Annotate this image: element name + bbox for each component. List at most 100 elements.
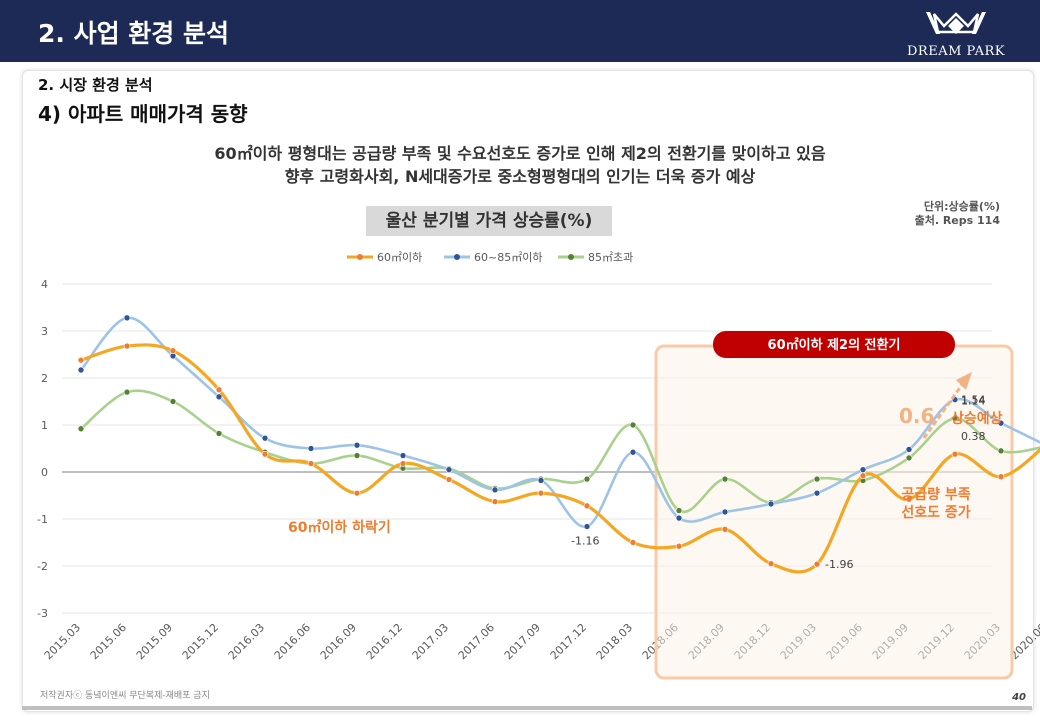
data-label: -1.16 [571,535,599,548]
footer-rule [22,706,1032,710]
data-point-0 [675,542,683,550]
data-point-0 [629,539,637,546]
data-point-1 [77,366,85,374]
data-point-0 [215,386,223,394]
data-point-1 [721,508,729,516]
data-point-0 [721,526,729,533]
y-tick-label: 1 [41,419,48,432]
data-point-1 [675,514,683,522]
data-label: 1.14 [961,394,986,407]
turnaround-badge [713,331,955,358]
data-point-1 [353,441,361,449]
source-note: 단위:상승률(%) 출처. Reps 114 [915,200,1000,228]
forecast-arrowhead [956,372,972,390]
data-point-1 [261,434,269,442]
data-point-2 [215,430,223,437]
section-title: 2. 시장 환경 분석 [38,76,153,94]
data-point-1 [629,448,637,456]
legend-label: 60~85㎡이하 [474,250,542,264]
data-point-1 [997,419,1005,427]
data-point-0 [353,489,361,497]
y-tick-label: 3 [41,325,48,338]
data-point-0 [445,476,453,483]
legend-label: 85㎡초과 [588,251,633,264]
forecast-label: 상승예상 [951,411,1003,427]
forecast-value: 0.6 [899,404,934,428]
crown-emblem-icon [926,12,986,34]
turnaround-badge-label: 60㎡이하 제2의 전환기 [768,337,901,353]
legend-label: 60㎡이하 [377,250,422,264]
data-point-1 [123,314,131,322]
data-point-2 [721,475,729,483]
x-tick-label: 2015.06 [88,621,129,662]
y-tick-label: -1 [37,513,48,526]
data-point-0 [859,472,867,480]
top-bar: 2. 사업 환경 분석 DREAM PARK [0,0,1040,62]
data-point-2 [997,447,1005,455]
data-point-0 [491,498,499,505]
data-label: 0.38 [961,430,986,443]
x-tick-label: 2015.03 [42,621,83,662]
headline-2: 향후 고령화사회, N세대증가로 중소형평형대의 인기는 더욱 증가 예상 [284,167,756,186]
dream-park-logo: DREAM PARK [896,8,1016,59]
data-point-0 [767,560,775,567]
x-tick-label: 2016.06 [272,621,313,662]
headline-1: 60㎡이하 평형대는 공급량 부족 및 수요선호도 증가로 인해 제2의 전환기… [214,144,826,163]
data-point-1 [859,466,867,473]
data-point-1 [307,445,315,452]
x-tick-label: 2018.03 [594,621,635,662]
data-point-1 [583,523,591,530]
reason-label: 공급량 부족 [901,487,970,503]
data-label: -1.96 [825,558,853,571]
data-point-2 [123,388,131,396]
x-tick-label: 2017.06 [456,621,497,662]
data-point-0 [169,347,177,355]
data-point-2 [813,475,821,483]
data-point-2 [951,415,959,422]
x-tick-label: 2015.12 [180,621,221,662]
data-point-0 [399,460,407,467]
data-point-2 [905,454,913,462]
topic-title: 4) 아파트 매매가격 동향 [38,102,248,126]
data-point-0 [261,450,269,458]
x-tick-label: 2017.09 [502,621,543,662]
data-point-1 [537,477,545,484]
data-point-0 [997,473,1005,481]
data-point-2 [629,421,637,429]
data-point-1 [491,486,499,494]
data-point-0 [951,450,959,458]
source-label: 출처. Reps 114 [914,214,1000,227]
x-tick-label: 2017.03 [410,621,451,662]
data-point-2 [353,452,361,459]
copyright-note: 저작권자ⓒ 동녘이엔씨 무단복제-재배포 금지 [40,691,210,701]
unit-label: 단위:상승률(%) [923,200,1000,213]
data-point-2 [169,398,177,405]
y-tick-label: -2 [37,560,48,573]
data-point-2 [675,507,683,514]
forecast-arrow [922,381,966,439]
data-point-0 [583,502,591,510]
data-point-1 [813,489,821,497]
data-label: 1.54 [961,394,986,407]
data-point-0 [307,460,315,467]
x-tick-label: 2016.12 [364,621,405,662]
data-point-0 [905,495,913,503]
legend-marker [568,254,574,260]
y-tick-label: 4 [41,278,48,291]
data-point-0 [123,342,131,350]
data-point-1 [215,393,223,401]
legend-marker [454,254,460,260]
y-tick-label: -3 [37,607,48,620]
legend-marker [357,254,363,260]
x-tick-label: 2015.09 [134,621,175,662]
x-tick-label: 2016.03 [226,621,267,662]
y-tick-label: 0 [41,466,48,479]
x-tick-label: 2017.12 [548,621,589,662]
data-point-0 [537,489,545,497]
data-point-0 [77,356,85,364]
data-point-1 [399,452,407,459]
data-point-1 [767,500,775,508]
data-point-1 [905,446,913,453]
page-title: 2. 사업 환경 분석 [38,19,230,48]
